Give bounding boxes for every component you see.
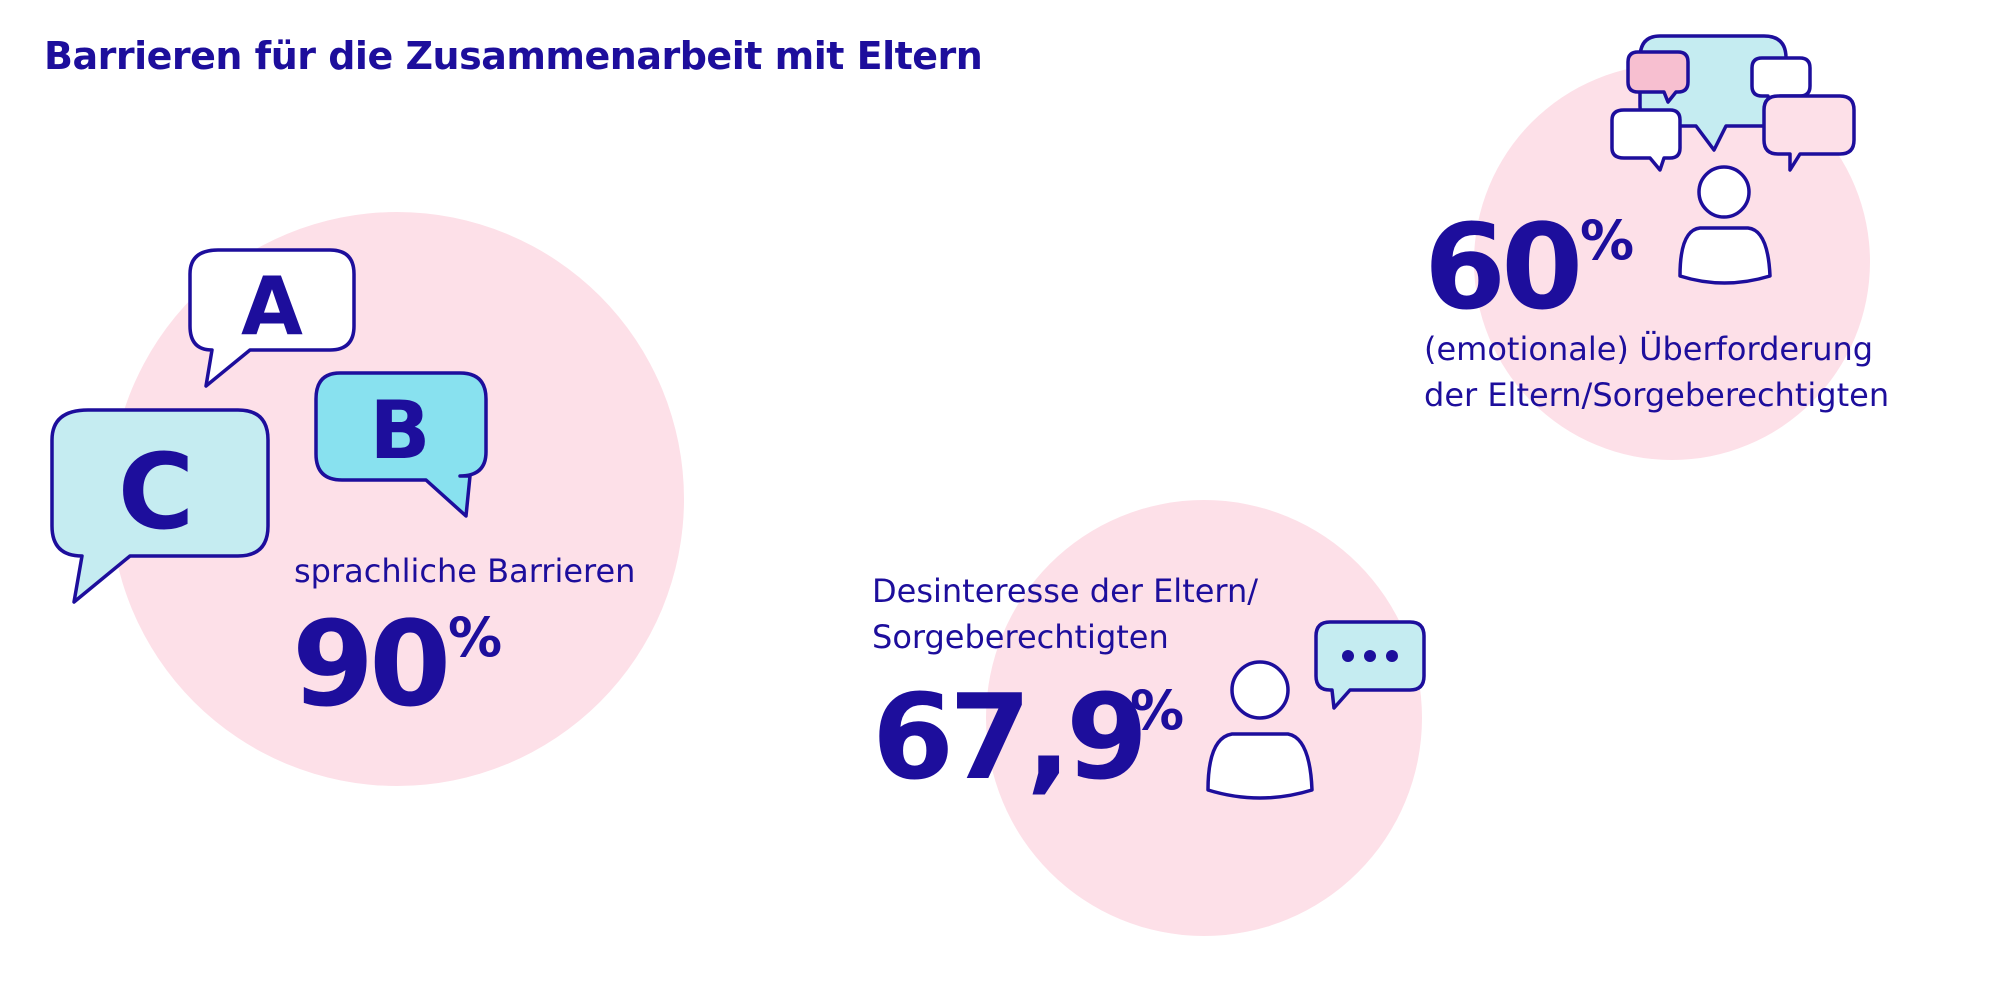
overload-value-group: 60 % <box>1424 208 1634 326</box>
disinterest-value-group: 67,9 % <box>872 678 1184 796</box>
overload-label-line2: der Eltern/Sorgeberechtigten <box>1424 376 1890 414</box>
disinterest-label-line2: Sorgeberechtigten <box>872 618 1169 656</box>
bubble-a: A <box>188 248 356 388</box>
disinterest-percent-sign: % <box>1130 679 1185 742</box>
disinterest-value: 67,9 <box>872 668 1148 806</box>
bubble-letter-a: A <box>241 260 303 353</box>
bubble-letter-c: C <box>118 431 194 553</box>
bubble-b: B <box>314 371 488 518</box>
person-with-many-speech-bubbles-icon <box>1610 34 1856 285</box>
page-title: Barrieren für die Zusammenarbeit mit Elt… <box>44 34 983 78</box>
disinterest-circle <box>986 500 1422 936</box>
bubble-letter-b: B <box>370 384 431 477</box>
overload-label-line1: (emotionale) Überforderung <box>1424 330 1874 368</box>
person-with-ellipsis-bubble-icon <box>1206 620 1426 800</box>
disinterest-label-line1: Desinteresse der Eltern/ <box>872 572 1259 610</box>
overload-percent-sign: % <box>1580 209 1635 272</box>
speech-bubbles-letters-icon: A B C <box>50 248 488 604</box>
language-value-group: 90 % <box>292 605 502 723</box>
language-label: sprachliche Barrieren <box>294 552 636 590</box>
overload-value: 60 <box>1424 198 1583 336</box>
bubble-c: C <box>50 408 270 604</box>
language-percent-sign: % <box>448 606 503 669</box>
language-value: 90 <box>292 595 451 733</box>
